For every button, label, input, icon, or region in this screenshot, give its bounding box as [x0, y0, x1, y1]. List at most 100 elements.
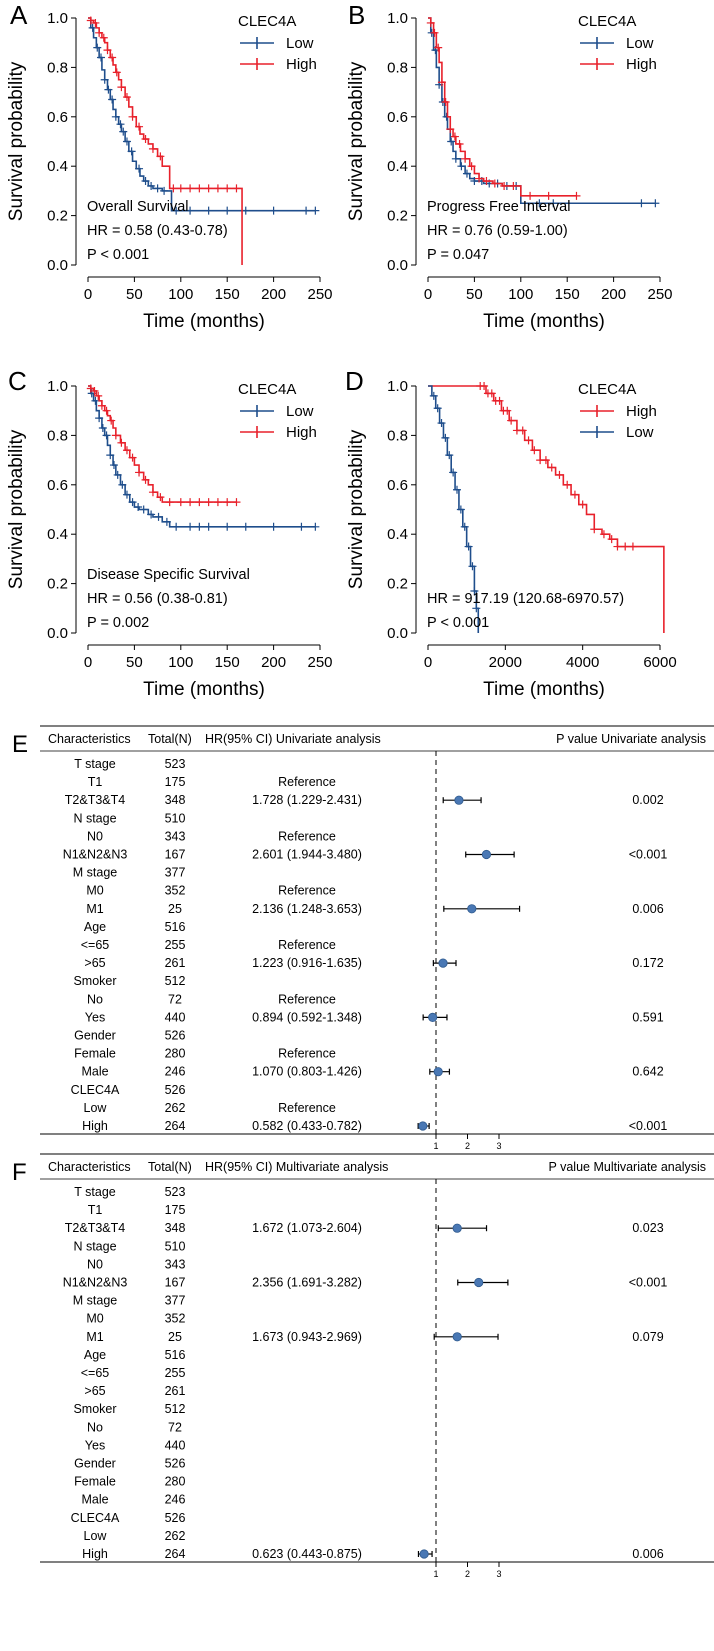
censor-mark: [223, 206, 232, 215]
survival-curve-high: [428, 17, 577, 197]
censor-mark: [94, 391, 103, 400]
row-total: 264: [165, 1119, 186, 1133]
annotation-line: HR = 917.19 (120.68-6970.57): [427, 591, 624, 607]
censor-mark: [204, 206, 213, 215]
x-tick-label: 200: [601, 286, 626, 303]
panel-letter: B: [348, 0, 365, 30]
km-panel-C: C 0.0 0.2 0.4 0.6 0.8 1.0 0 50 100 150 200 250 Time (…: [6, 366, 333, 700]
row-label: Smoker: [73, 974, 116, 988]
censor-mark: [467, 162, 476, 171]
x-tick-label: 2000: [489, 654, 522, 671]
series-high: [426, 17, 581, 200]
censor-mark: [509, 181, 518, 190]
row-label: T1: [88, 775, 103, 789]
censor-mark: [541, 456, 550, 465]
censor-mark: [457, 162, 466, 171]
row-hr: Reference: [278, 775, 336, 789]
censor-mark: [241, 522, 250, 531]
row-label: M stage: [73, 1294, 118, 1308]
row-hr: 0.623 (0.443-0.875): [252, 1547, 362, 1561]
censor-mark: [462, 169, 471, 178]
censor-mark: [98, 423, 107, 432]
row-p: 0.591: [632, 1010, 663, 1024]
annotation-line: HR = 0.76 (0.59-1.00): [427, 223, 568, 239]
header-hr: HR(95% CI) Univariate analysis: [205, 732, 381, 746]
censor-mark: [91, 18, 100, 27]
censor-mark: [141, 475, 150, 484]
table-row: Female 280 Reference: [74, 1047, 336, 1061]
row-hr: 1.070 (0.803-1.426): [252, 1065, 362, 1079]
legend-label-low: Low: [626, 35, 654, 52]
series-low: [428, 385, 481, 633]
legend: CLEC4A Low High: [238, 381, 317, 441]
y-axis: 0.0 0.2 0.4 0.6 0.8 1.0: [387, 378, 417, 642]
censor-mark: [607, 535, 616, 544]
row-total: 262: [165, 1101, 186, 1115]
censor-mark: [441, 97, 450, 106]
table-row: Gender 526: [74, 1029, 185, 1043]
table-row: CLEC4A 526: [71, 1511, 186, 1525]
header-total: Total(N): [148, 1160, 192, 1174]
table-row: <=65 255 Reference: [81, 938, 336, 952]
x-tick-label: 50: [126, 654, 143, 671]
y-tick-label: 0.0: [47, 257, 68, 274]
censor-mark: [530, 446, 539, 455]
hr-point: [433, 1067, 443, 1077]
y-tick-label: 1.0: [47, 378, 68, 395]
hr-point: [474, 1277, 484, 1288]
row-label: T stage: [74, 1185, 116, 1199]
row-p: 0.642: [632, 1065, 663, 1079]
table-row: High 264 0.623 (0.443-0.875) 0.006: [82, 1547, 664, 1561]
x-axis-label: Time (months): [143, 679, 265, 700]
censor-mark: [135, 164, 144, 173]
row-total: 523: [165, 1185, 186, 1199]
y-axis-label: Survival probability: [346, 429, 367, 589]
censor-mark: [563, 480, 572, 489]
legend-title: CLEC4A: [238, 381, 296, 398]
censor-mark: [487, 389, 496, 398]
legend-label-high: High: [626, 403, 657, 420]
row-label: Yes: [85, 1438, 105, 1452]
censor-mark: [490, 179, 499, 188]
censor-mark: [495, 396, 504, 405]
table-row: Smoker 512: [73, 1402, 185, 1416]
table-row: M stage 377: [73, 1294, 186, 1308]
row-label: M1: [86, 902, 103, 916]
row-total: 512: [165, 974, 186, 988]
censor-mark: [135, 122, 144, 131]
row-label: N1&N2&N3: [63, 848, 128, 862]
survival-curve-high: [428, 385, 665, 633]
censor-mark: [148, 488, 157, 497]
hr-point: [452, 1223, 462, 1233]
censor-mark: [204, 498, 213, 507]
censor-mark: [186, 522, 195, 531]
row-p: 0.172: [632, 956, 663, 970]
row-total: 246: [165, 1493, 186, 1507]
row-total: 280: [165, 1475, 186, 1489]
panel-letter: E: [12, 731, 28, 758]
x-tick-label: 4000: [566, 654, 599, 671]
table-row: No 72 Reference: [87, 992, 336, 1006]
row-label: Male: [81, 1065, 108, 1079]
row-label: Age: [84, 920, 106, 934]
row-total: 352: [165, 884, 186, 898]
y-tick-label: 0.8: [47, 427, 68, 444]
annotation-line: Overall Survival: [87, 199, 189, 215]
forest-axis: 1 2 3: [433, 1561, 502, 1579]
row-total: 25: [168, 902, 182, 916]
row-hr: 2.601 (1.944-3.480): [252, 848, 362, 862]
censor-mark: [232, 498, 241, 507]
series-high: [86, 16, 243, 265]
y-tick-label: 0.4: [47, 526, 68, 543]
legend: CLEC4A Low High: [238, 13, 317, 73]
y-tick-label: 0.8: [387, 427, 408, 444]
censor-mark: [456, 505, 465, 514]
row-hr: 1.672 (1.073-2.604): [252, 1221, 362, 1235]
censor-mark: [147, 181, 156, 190]
y-tick-label: 0.2: [387, 576, 408, 593]
censor-mark: [91, 396, 100, 405]
censor-mark: [455, 139, 464, 148]
censor-mark: [429, 391, 438, 400]
censor-mark: [116, 120, 125, 129]
series-high: [428, 382, 665, 633]
